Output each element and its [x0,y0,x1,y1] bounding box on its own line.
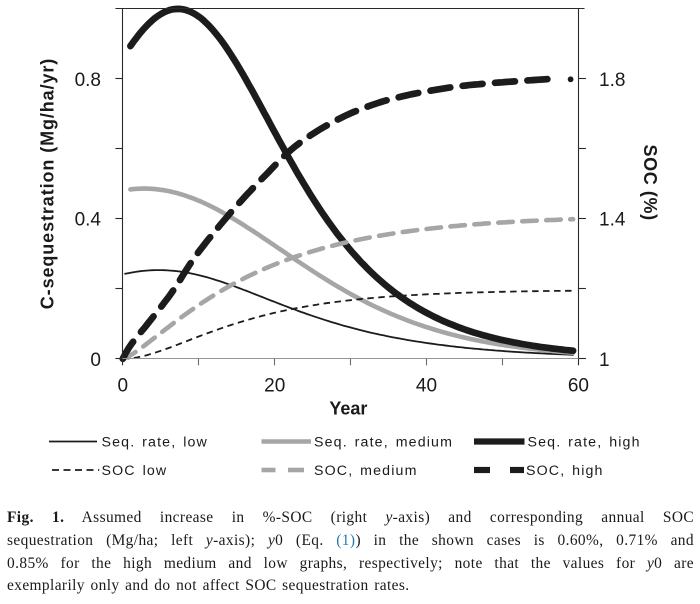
svg-text:C-sequestration (Mg/ha/yr): C-sequestration (Mg/ha/yr) [38,58,58,309]
svg-text:0: 0 [90,350,101,371]
svg-text:SOC, high: SOC, high [526,463,604,479]
svg-text:Seq. rate, medium: Seq. rate, medium [314,435,453,451]
svg-text:SOC low: SOC low [102,463,168,479]
svg-text:60: 60 [568,376,589,397]
svg-text:0: 0 [118,376,129,397]
svg-text:1: 1 [599,350,610,371]
svg-text:SOC (%): SOC (%) [640,144,660,220]
svg-text:20: 20 [264,376,285,397]
svg-text:Seq. rate, low: Seq. rate, low [102,435,208,451]
svg-text:SOC, medium: SOC, medium [314,463,418,479]
svg-text:Year: Year [329,399,367,419]
svg-text:1.4: 1.4 [599,210,626,231]
svg-text:Seq. rate, high: Seq. rate, high [528,435,641,451]
svg-text:1.8: 1.8 [599,70,625,91]
svg-text:0.4: 0.4 [75,210,102,231]
svg-text:0.8: 0.8 [75,70,101,91]
svg-text:40: 40 [416,376,437,397]
